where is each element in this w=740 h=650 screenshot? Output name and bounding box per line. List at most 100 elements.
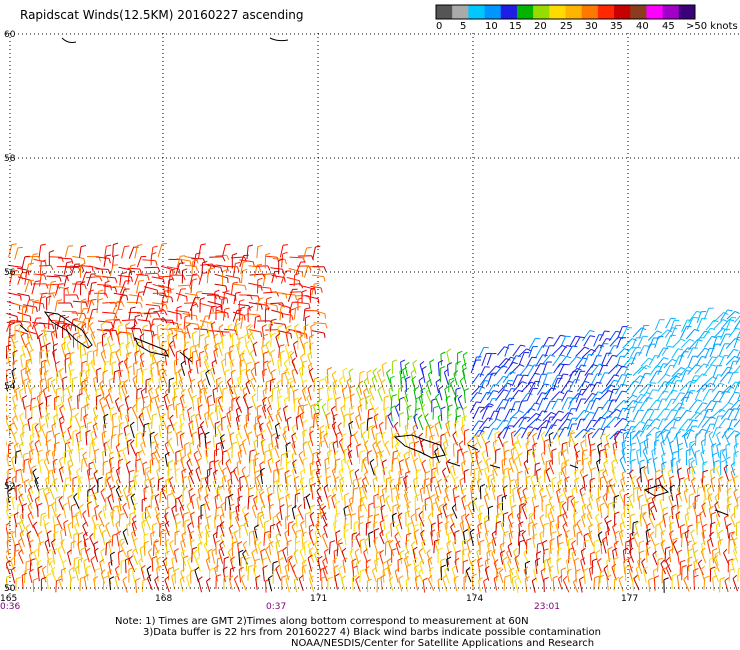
wind-barb xyxy=(403,491,410,509)
wind-barb xyxy=(6,503,10,520)
wind-barb xyxy=(204,494,210,511)
wind-barb xyxy=(57,302,74,308)
wind-barb xyxy=(94,568,101,582)
wind-barb xyxy=(126,406,132,422)
wind-barb xyxy=(22,452,29,467)
wind-barb xyxy=(583,354,594,367)
wind-barb xyxy=(175,349,182,366)
wind-barb xyxy=(279,350,286,367)
wind-barb xyxy=(65,323,72,341)
wind-barb xyxy=(185,322,200,330)
wind-barb xyxy=(207,264,223,273)
wind-barb xyxy=(443,494,449,510)
wind-barb xyxy=(191,431,198,446)
wind-barb xyxy=(231,332,238,348)
wind-barb xyxy=(560,335,571,348)
wind-barb xyxy=(715,522,721,539)
wind-barb xyxy=(266,420,273,437)
wind-barb xyxy=(207,403,214,420)
wind-barb xyxy=(491,536,497,554)
wind-barb xyxy=(195,466,201,482)
wind-barb xyxy=(575,398,587,412)
wind-barb xyxy=(55,496,61,512)
wind-barb xyxy=(575,389,587,403)
wind-barb xyxy=(94,292,109,299)
wind-barb xyxy=(84,403,90,419)
wind-barb xyxy=(373,536,379,554)
wind-barb xyxy=(582,457,589,474)
wind-barb xyxy=(88,477,95,493)
wind-barb xyxy=(701,416,716,429)
wind-barb xyxy=(51,468,57,485)
wind-barb xyxy=(568,547,575,564)
wind-barb xyxy=(270,349,275,366)
wind-barb xyxy=(168,377,175,394)
wind-barb xyxy=(732,546,739,563)
wind-barb xyxy=(634,520,640,537)
wind-barb xyxy=(371,566,377,583)
wind-barb xyxy=(262,565,268,582)
wind-barb xyxy=(261,404,267,419)
wind-barb xyxy=(696,486,703,502)
wind-barb xyxy=(731,558,736,573)
wind-barb xyxy=(171,505,176,520)
scale-frame xyxy=(435,4,696,20)
wind-barb xyxy=(406,404,412,420)
wind-barb xyxy=(447,531,453,546)
wind-barb xyxy=(372,367,378,383)
wind-barb xyxy=(248,265,262,273)
wind-barb xyxy=(476,433,482,449)
wind-barb xyxy=(575,568,581,583)
wind-barb xyxy=(600,416,612,430)
wind-barb xyxy=(63,519,69,537)
wind-barb xyxy=(425,424,432,439)
wind-barb xyxy=(495,407,505,421)
wind-barb xyxy=(60,394,66,411)
wind-barb xyxy=(247,431,253,446)
wind-barb xyxy=(653,575,660,591)
wind-barb xyxy=(179,432,185,449)
wind-barb xyxy=(646,418,661,431)
wind-barb xyxy=(479,483,486,500)
wind-barb xyxy=(673,407,685,420)
wind-barb xyxy=(243,520,249,536)
wind-barb xyxy=(462,406,468,422)
wind-barb xyxy=(364,565,370,582)
wind-barb xyxy=(557,355,572,368)
wind-barb xyxy=(501,457,507,475)
wind-barb xyxy=(222,307,230,321)
wind-barb xyxy=(214,342,219,358)
wind-barb xyxy=(107,494,113,511)
wind-barb xyxy=(733,488,739,504)
wind-barb xyxy=(338,438,345,455)
wind-barb xyxy=(507,512,513,528)
wind-barb xyxy=(629,448,636,464)
wind-barb xyxy=(197,541,203,556)
wind-barb xyxy=(654,486,660,501)
wind-barb xyxy=(274,443,280,459)
wind-barb xyxy=(303,266,313,278)
wind-barb xyxy=(210,321,216,339)
wind-barb xyxy=(440,351,446,366)
wind-barb xyxy=(590,397,601,410)
wind-barb xyxy=(289,283,304,289)
wind-barb xyxy=(469,401,482,414)
wind-barb xyxy=(688,457,694,474)
wind-barb xyxy=(539,530,545,547)
wind-barb xyxy=(191,546,198,563)
wind-barb xyxy=(498,568,504,584)
wind-barb xyxy=(509,567,515,584)
wind-barb xyxy=(718,355,730,367)
wind-barb xyxy=(655,430,661,446)
wind-barb xyxy=(394,421,400,437)
wind-barb xyxy=(616,337,627,349)
wind-barb xyxy=(602,536,607,554)
wind-barb xyxy=(419,486,425,503)
wind-barb xyxy=(188,420,194,438)
wind-barb xyxy=(119,342,125,357)
wind-barb xyxy=(294,323,299,339)
wind-barb xyxy=(82,451,88,467)
wind-barb xyxy=(215,506,222,520)
scale-label: 10 xyxy=(485,21,498,32)
wind-barb xyxy=(310,403,316,420)
